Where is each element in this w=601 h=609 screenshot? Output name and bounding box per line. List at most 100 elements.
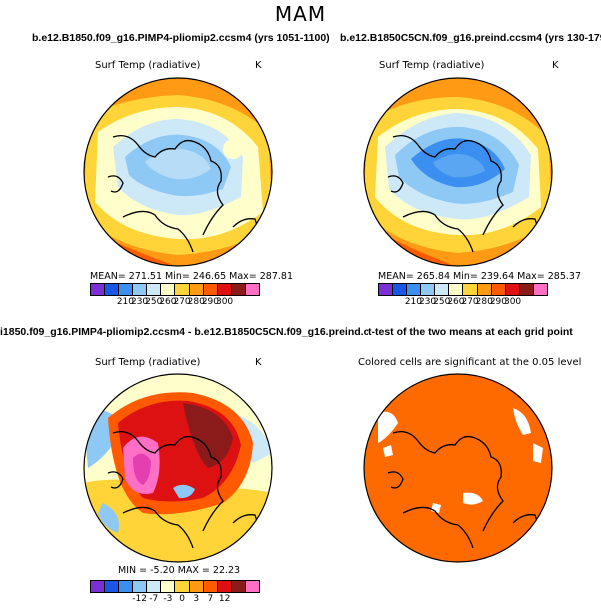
colorbar-3-swatch-6 xyxy=(175,581,190,592)
panel-1-units: K xyxy=(255,60,262,71)
panel-4-variable: Colored cells are significant at the 0.0… xyxy=(358,357,582,368)
panel-1-stats: MEAN= 271.51 Min= 246.65 Max= 287.81 xyxy=(90,271,294,282)
colorbar-1-tick-3: 260 xyxy=(159,297,177,307)
colorbar-2-swatch-8 xyxy=(491,284,506,295)
colorbar-1-swatch-1 xyxy=(105,284,120,295)
p1-warm-spot xyxy=(223,139,243,159)
colorbar-3-swatch-11 xyxy=(245,581,259,592)
colorbar-3-swatch-0 xyxy=(91,581,106,592)
panel-2-polar-map xyxy=(363,77,553,267)
colorbar-1-swatch-8 xyxy=(203,284,218,295)
colorbar-3-swatch-4 xyxy=(147,581,162,592)
colorbar-1-swatch-10 xyxy=(231,284,246,295)
p3-coast-b xyxy=(194,437,224,532)
colorbar-1-tick-0: 210 xyxy=(116,297,134,307)
colorbar-3-tick-5: 7 xyxy=(207,594,214,604)
p4-coast-a xyxy=(392,430,476,454)
colorbar-2-swatch-9 xyxy=(505,284,520,295)
colorbar-3-swatch-8 xyxy=(203,581,218,592)
p4-coast-c xyxy=(402,506,474,549)
colorbar-1-tick-1: 230 xyxy=(130,297,149,307)
colorbar-2-tick-1: 230 xyxy=(418,297,437,307)
colorbar-1-swatch-4 xyxy=(147,284,162,295)
colorbar-1-swatch-3 xyxy=(133,284,148,295)
colorbar-3-tick-0: -12 xyxy=(132,594,147,604)
colorbar-1-tick-4: 270 xyxy=(173,297,191,307)
colorbar-2-swatch-1 xyxy=(393,284,408,295)
panel-3-colorbar-ticks: -12 -7 -3 0 3 7 12 xyxy=(90,594,260,606)
colorbar-1-swatch-6 xyxy=(175,284,190,295)
p3-coast-c xyxy=(122,506,194,549)
p4-map-border xyxy=(363,373,553,563)
colorbar-2-tick-2: 250 xyxy=(433,297,451,307)
colorbar-2-swatch-7 xyxy=(477,284,492,295)
colorbar-2-tick-6: 290 xyxy=(489,297,507,307)
panel-1-colorbar xyxy=(90,283,260,296)
colorbar-2-tick-7: 300 xyxy=(503,297,522,307)
colorbar-1-tick-6: 290 xyxy=(201,297,219,307)
colorbar-2-swatch-3 xyxy=(421,284,436,295)
colorbar-2-tick-4: 270 xyxy=(461,297,479,307)
colorbar-3-tick-2: -3 xyxy=(163,594,173,604)
panel-1-colorbar-ticks: 210 230 250 260 270 280 290 300 xyxy=(90,297,260,309)
panel-2-variable: Surf Temp (radiative) xyxy=(379,60,485,71)
colorbar-3-tick-1: -7 xyxy=(149,594,159,604)
p3-map-border xyxy=(83,373,273,563)
colorbar-1-swatch-7 xyxy=(189,284,204,295)
p1-coast-e xyxy=(107,175,124,193)
panel-1-variable: Surf Temp (radiative) xyxy=(95,60,201,71)
colorbar-3-swatch-7 xyxy=(189,581,204,592)
panel-3-colorbar xyxy=(90,580,260,593)
panel-3-variable: Surf Temp (radiative) xyxy=(95,357,201,368)
colorbar-1-tick-7: 300 xyxy=(215,297,234,307)
colorbar-2-swatch-6 xyxy=(463,284,478,295)
p2-band-deepblue xyxy=(433,154,485,178)
colorbar-3-tick-3: 0 xyxy=(179,594,185,604)
panel-2-colorbar-ticks: 210 230 250 260 270 280 290 300 xyxy=(378,297,548,309)
colorbar-3-swatch-3 xyxy=(133,581,148,592)
colorbar-1-tick-5: 280 xyxy=(187,297,205,307)
p4-coast-e xyxy=(387,471,404,489)
colorbar-3-swatch-9 xyxy=(217,581,232,592)
panel-1-polar-map xyxy=(83,77,273,267)
p2-coast-b xyxy=(474,141,504,236)
colorbar-3-swatch-10 xyxy=(231,581,246,592)
p2-map-border xyxy=(363,77,553,267)
colorbar-2-swatch-0 xyxy=(379,284,394,295)
colorbar-3-swatch-2 xyxy=(119,581,134,592)
panel-1-title: b.e12.B1850.f09_g16.PIMP4-pliomip2.ccsm4… xyxy=(32,32,330,44)
colorbar-1-swatch-11 xyxy=(245,284,259,295)
colorbar-1-swatch-9 xyxy=(217,284,232,295)
panel-3-title: i1850.f09_g16.PIMP4-pliomip2.ccsm4 - b.e… xyxy=(0,326,368,338)
panel-2-title: b.e12.B1850C5CN.f09_g16.preind.ccsm4 (yr… xyxy=(340,32,601,44)
p4-significant-fill xyxy=(364,374,552,562)
colorbar-3-tick-4: 3 xyxy=(193,594,200,604)
p3-coast-e xyxy=(107,471,124,489)
colorbar-2-tick-3: 260 xyxy=(447,297,465,307)
p2-coast-a xyxy=(392,134,476,158)
p1-coast-b xyxy=(194,141,224,236)
p3-band-blue-bottom xyxy=(98,503,119,533)
p1-band-blue xyxy=(145,148,211,180)
panel-2-units: K xyxy=(552,60,559,71)
p3-band-palebluespot xyxy=(173,484,195,499)
p3-coast-a xyxy=(112,430,196,454)
colorbar-1-swatch-2 xyxy=(119,284,134,295)
colorbar-2-swatch-2 xyxy=(407,284,422,295)
colorbar-2-tick-5: 280 xyxy=(475,297,493,307)
p4-nonsig-left xyxy=(378,411,398,443)
p4-nonsig-bottom xyxy=(463,492,483,505)
panel-3-polar-map xyxy=(83,373,273,563)
p2-coast-e xyxy=(387,175,404,193)
p1-coast-a xyxy=(112,134,196,158)
p4-coast-b xyxy=(474,437,504,532)
panel-4-title: t-test of the two means at each grid poi… xyxy=(368,326,573,338)
panel-3-units: K xyxy=(255,357,262,368)
p1-coast-c xyxy=(122,210,194,253)
panel-2-colorbar xyxy=(378,283,548,296)
colorbar-2-swatch-11 xyxy=(533,284,547,295)
panel-3-stats: MIN = -5.20 MAX = 22.23 xyxy=(118,565,241,576)
colorbar-2-swatch-4 xyxy=(435,284,450,295)
panel-4-polar-map xyxy=(363,373,553,563)
p4-nonsig-right2 xyxy=(533,443,543,463)
